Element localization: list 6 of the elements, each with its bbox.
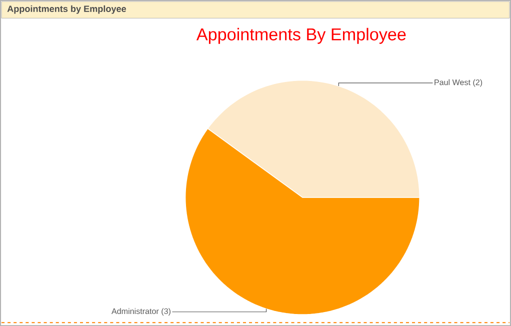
text: Appointments by Employee [7,5,126,14]
slice-label: Administrator [112,308,159,314]
data-label: (2) [473,79,482,87]
data-label: (3) [162,308,170,316]
chart-title: Appointments By Employee [196,28,406,44]
slice-label: Paul West [434,79,470,86]
